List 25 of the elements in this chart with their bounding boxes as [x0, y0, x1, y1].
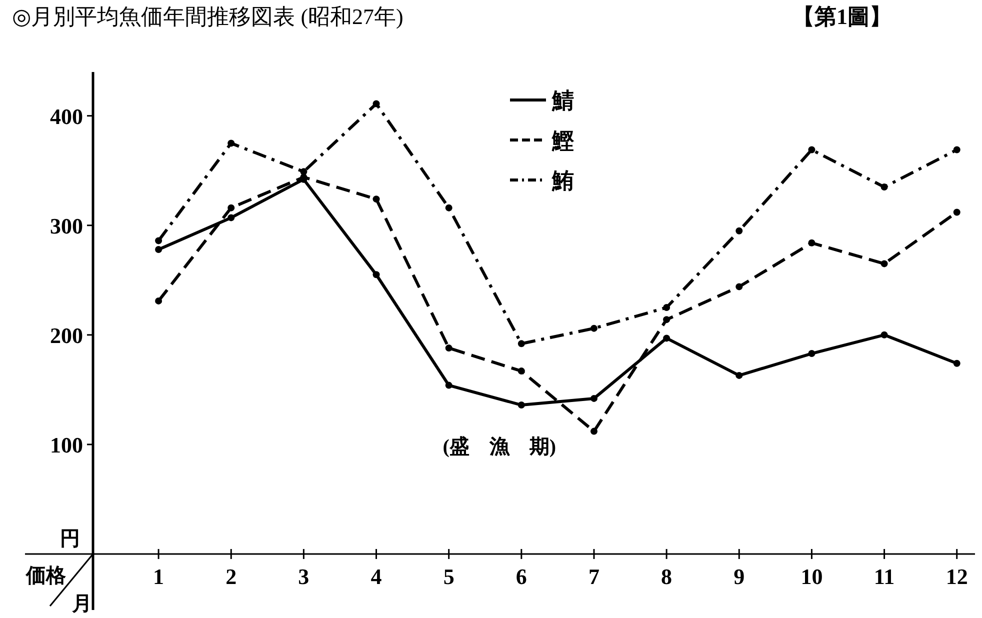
- x-tick-label: 1: [153, 564, 164, 589]
- chart-title: ◎月別平均魚価年間推移図表 (昭和27年): [12, 4, 404, 29]
- x-tick-label: 7: [588, 564, 600, 589]
- x-tick-label: 9: [734, 564, 745, 589]
- y-tick-label: 100: [50, 432, 83, 458]
- x-tick-label: 11: [874, 564, 895, 589]
- x-tick-label: 10: [800, 564, 823, 589]
- annotation: (盛 漁 期): [442, 434, 556, 458]
- legend-label: 鮪: [551, 168, 574, 193]
- y-tick-label: 200: [50, 322, 83, 348]
- x-tick-label: 5: [443, 564, 454, 589]
- x-tick-label: 3: [298, 564, 310, 589]
- x-tick-label: 4: [370, 564, 382, 589]
- y-tick-label: 400: [50, 104, 83, 129]
- x-tick-label: 12: [946, 564, 968, 589]
- legend-label: 鰹: [551, 128, 575, 153]
- x-axis-title: 月: [71, 593, 92, 615]
- legend-label: 鯖: [551, 88, 574, 113]
- chart-subtitle: 【第1圖】: [792, 4, 892, 29]
- y-axis-title: 円: [60, 528, 80, 550]
- y-tick-label: 300: [50, 213, 83, 238]
- text: 価格: [25, 565, 67, 587]
- x-tick-label: 2: [226, 564, 237, 589]
- x-tick-label: 8: [661, 564, 672, 589]
- x-tick-label: 6: [516, 564, 527, 589]
